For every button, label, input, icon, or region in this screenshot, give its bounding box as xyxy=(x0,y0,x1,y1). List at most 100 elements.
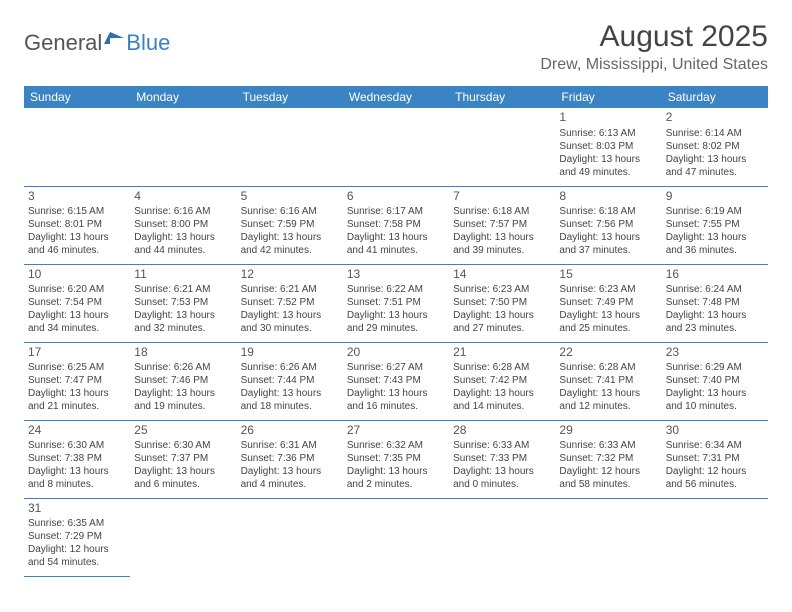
calendar-cell: 26Sunrise: 6:31 AMSunset: 7:36 PMDayligh… xyxy=(237,420,343,498)
weekday-header: Friday xyxy=(555,86,661,108)
day-number: 7 xyxy=(453,189,551,205)
day-info: Sunrise: 6:13 AMSunset: 8:03 PMDaylight:… xyxy=(559,127,657,179)
day-number: 26 xyxy=(241,423,339,439)
calendar-cell: 3Sunrise: 6:15 AMSunset: 8:01 PMDaylight… xyxy=(24,186,130,264)
day-number: 12 xyxy=(241,267,339,283)
calendar-cell: 25Sunrise: 6:30 AMSunset: 7:37 PMDayligh… xyxy=(130,420,236,498)
logo: General Blue xyxy=(24,26,170,60)
calendar-cell: 24Sunrise: 6:30 AMSunset: 7:38 PMDayligh… xyxy=(24,420,130,498)
day-number: 16 xyxy=(666,267,764,283)
calendar-cell xyxy=(343,108,449,186)
day-info: Sunrise: 6:21 AMSunset: 7:52 PMDaylight:… xyxy=(241,283,339,335)
calendar-row: 1Sunrise: 6:13 AMSunset: 8:03 PMDaylight… xyxy=(24,108,768,186)
day-number: 1 xyxy=(559,110,657,126)
calendar-row: 10Sunrise: 6:20 AMSunset: 7:54 PMDayligh… xyxy=(24,264,768,342)
day-info: Sunrise: 6:30 AMSunset: 7:37 PMDaylight:… xyxy=(134,439,232,491)
day-number: 25 xyxy=(134,423,232,439)
day-info: Sunrise: 6:28 AMSunset: 7:42 PMDaylight:… xyxy=(453,361,551,413)
day-info: Sunrise: 6:26 AMSunset: 7:44 PMDaylight:… xyxy=(241,361,339,413)
day-number: 13 xyxy=(347,267,445,283)
day-info: Sunrise: 6:25 AMSunset: 7:47 PMDaylight:… xyxy=(28,361,126,413)
weekday-header: Thursday xyxy=(449,86,555,108)
day-number: 29 xyxy=(559,423,657,439)
calendar-cell: 14Sunrise: 6:23 AMSunset: 7:50 PMDayligh… xyxy=(449,264,555,342)
day-info: Sunrise: 6:31 AMSunset: 7:36 PMDaylight:… xyxy=(241,439,339,491)
day-number: 2 xyxy=(666,110,764,126)
calendar-row: 17Sunrise: 6:25 AMSunset: 7:47 PMDayligh… xyxy=(24,342,768,420)
day-number: 24 xyxy=(28,423,126,439)
calendar-cell: 28Sunrise: 6:33 AMSunset: 7:33 PMDayligh… xyxy=(449,420,555,498)
day-number: 22 xyxy=(559,345,657,361)
calendar-cell: 18Sunrise: 6:26 AMSunset: 7:46 PMDayligh… xyxy=(130,342,236,420)
calendar-cell: 5Sunrise: 6:16 AMSunset: 7:59 PMDaylight… xyxy=(237,186,343,264)
flag-icon xyxy=(104,26,126,52)
calendar-cell: 4Sunrise: 6:16 AMSunset: 8:00 PMDaylight… xyxy=(130,186,236,264)
day-number: 28 xyxy=(453,423,551,439)
day-number: 8 xyxy=(559,189,657,205)
logo-text-2: Blue xyxy=(126,30,170,56)
day-info: Sunrise: 6:26 AMSunset: 7:46 PMDaylight:… xyxy=(134,361,232,413)
header: General Blue August 2025 Drew, Mississip… xyxy=(24,20,768,74)
day-info: Sunrise: 6:30 AMSunset: 7:38 PMDaylight:… xyxy=(28,439,126,491)
day-info: Sunrise: 6:14 AMSunset: 8:02 PMDaylight:… xyxy=(666,127,764,179)
calendar-cell: 12Sunrise: 6:21 AMSunset: 7:52 PMDayligh… xyxy=(237,264,343,342)
calendar-cell: 17Sunrise: 6:25 AMSunset: 7:47 PMDayligh… xyxy=(24,342,130,420)
calendar-cell: 10Sunrise: 6:20 AMSunset: 7:54 PMDayligh… xyxy=(24,264,130,342)
day-info: Sunrise: 6:23 AMSunset: 7:50 PMDaylight:… xyxy=(453,283,551,335)
day-number: 4 xyxy=(134,189,232,205)
day-info: Sunrise: 6:15 AMSunset: 8:01 PMDaylight:… xyxy=(28,205,126,257)
calendar-cell: 21Sunrise: 6:28 AMSunset: 7:42 PMDayligh… xyxy=(449,342,555,420)
day-info: Sunrise: 6:23 AMSunset: 7:49 PMDaylight:… xyxy=(559,283,657,335)
day-info: Sunrise: 6:16 AMSunset: 7:59 PMDaylight:… xyxy=(241,205,339,257)
calendar-cell: 2Sunrise: 6:14 AMSunset: 8:02 PMDaylight… xyxy=(662,108,768,186)
calendar-cell: 23Sunrise: 6:29 AMSunset: 7:40 PMDayligh… xyxy=(662,342,768,420)
day-info: Sunrise: 6:17 AMSunset: 7:58 PMDaylight:… xyxy=(347,205,445,257)
calendar-cell: 30Sunrise: 6:34 AMSunset: 7:31 PMDayligh… xyxy=(662,420,768,498)
calendar-cell: 22Sunrise: 6:28 AMSunset: 7:41 PMDayligh… xyxy=(555,342,661,420)
calendar-cell: 11Sunrise: 6:21 AMSunset: 7:53 PMDayligh… xyxy=(130,264,236,342)
weekday-header: Tuesday xyxy=(237,86,343,108)
calendar-cell xyxy=(237,498,343,576)
title-block: August 2025 Drew, Mississippi, United St… xyxy=(540,20,768,74)
day-info: Sunrise: 6:24 AMSunset: 7:48 PMDaylight:… xyxy=(666,283,764,335)
day-number: 5 xyxy=(241,189,339,205)
weekday-header: Saturday xyxy=(662,86,768,108)
day-number: 9 xyxy=(666,189,764,205)
day-number: 18 xyxy=(134,345,232,361)
page-title: August 2025 xyxy=(540,20,768,54)
weekday-header: Monday xyxy=(130,86,236,108)
logo-text-1: General xyxy=(24,30,102,56)
day-number: 14 xyxy=(453,267,551,283)
calendar-cell: 9Sunrise: 6:19 AMSunset: 7:55 PMDaylight… xyxy=(662,186,768,264)
day-number: 19 xyxy=(241,345,339,361)
day-number: 11 xyxy=(134,267,232,283)
calendar-body: 1Sunrise: 6:13 AMSunset: 8:03 PMDaylight… xyxy=(24,108,768,576)
calendar-table: SundayMondayTuesdayWednesdayThursdayFrid… xyxy=(24,86,768,577)
calendar-cell xyxy=(555,498,661,576)
calendar-cell: 7Sunrise: 6:18 AMSunset: 7:57 PMDaylight… xyxy=(449,186,555,264)
calendar-cell xyxy=(237,108,343,186)
calendar-cell: 13Sunrise: 6:22 AMSunset: 7:51 PMDayligh… xyxy=(343,264,449,342)
day-info: Sunrise: 6:20 AMSunset: 7:54 PMDaylight:… xyxy=(28,283,126,335)
calendar-cell: 15Sunrise: 6:23 AMSunset: 7:49 PMDayligh… xyxy=(555,264,661,342)
calendar-cell xyxy=(343,498,449,576)
calendar-cell: 8Sunrise: 6:18 AMSunset: 7:56 PMDaylight… xyxy=(555,186,661,264)
day-number: 30 xyxy=(666,423,764,439)
day-number: 17 xyxy=(28,345,126,361)
location-text: Drew, Mississippi, United States xyxy=(540,56,768,74)
calendar-cell: 27Sunrise: 6:32 AMSunset: 7:35 PMDayligh… xyxy=(343,420,449,498)
day-info: Sunrise: 6:19 AMSunset: 7:55 PMDaylight:… xyxy=(666,205,764,257)
calendar-cell: 19Sunrise: 6:26 AMSunset: 7:44 PMDayligh… xyxy=(237,342,343,420)
calendar-cell: 29Sunrise: 6:33 AMSunset: 7:32 PMDayligh… xyxy=(555,420,661,498)
day-number: 23 xyxy=(666,345,764,361)
calendar-cell: 20Sunrise: 6:27 AMSunset: 7:43 PMDayligh… xyxy=(343,342,449,420)
day-info: Sunrise: 6:18 AMSunset: 7:56 PMDaylight:… xyxy=(559,205,657,257)
day-info: Sunrise: 6:34 AMSunset: 7:31 PMDaylight:… xyxy=(666,439,764,491)
day-info: Sunrise: 6:18 AMSunset: 7:57 PMDaylight:… xyxy=(453,205,551,257)
day-info: Sunrise: 6:28 AMSunset: 7:41 PMDaylight:… xyxy=(559,361,657,413)
calendar-cell xyxy=(662,498,768,576)
day-info: Sunrise: 6:33 AMSunset: 7:33 PMDaylight:… xyxy=(453,439,551,491)
day-info: Sunrise: 6:29 AMSunset: 7:40 PMDaylight:… xyxy=(666,361,764,413)
calendar-row: 3Sunrise: 6:15 AMSunset: 8:01 PMDaylight… xyxy=(24,186,768,264)
calendar-cell xyxy=(449,498,555,576)
